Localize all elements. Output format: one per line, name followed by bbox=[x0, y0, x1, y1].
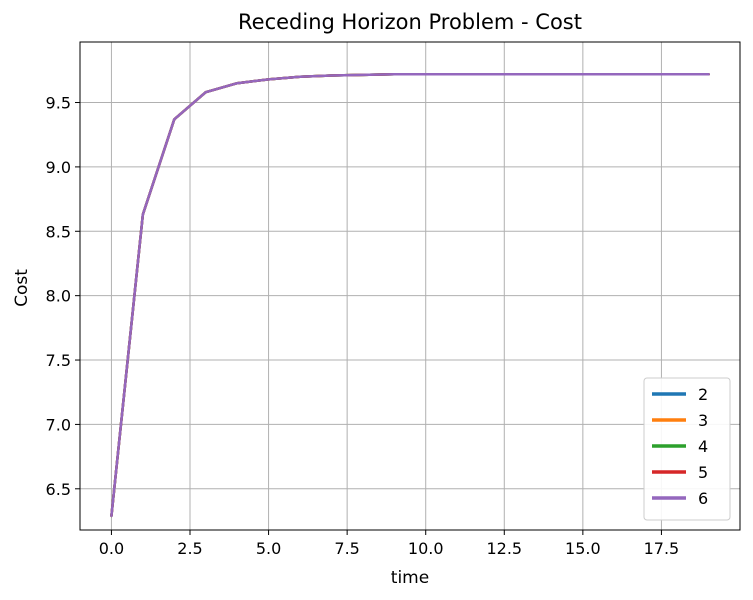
x-tick-label: 7.5 bbox=[334, 539, 359, 558]
y-axis-label: Cost bbox=[12, 269, 32, 307]
y-tick-label: 8.5 bbox=[46, 222, 71, 241]
x-tick-label: 10.0 bbox=[408, 539, 444, 558]
legend-label: 6 bbox=[698, 489, 708, 508]
legend-box bbox=[643, 377, 731, 521]
y-tick-label: 7.5 bbox=[46, 351, 71, 370]
legend-label: 2 bbox=[698, 385, 708, 404]
y-tick-label: 9.0 bbox=[46, 158, 71, 177]
y-tick-label: 9.5 bbox=[46, 94, 71, 113]
x-tick-label: 0.0 bbox=[99, 539, 124, 558]
series-line-6 bbox=[110, 72, 710, 518]
legend-label: 5 bbox=[698, 463, 708, 482]
chart-title: Receding Horizon Problem - Cost bbox=[238, 10, 582, 34]
legend: 2 3 4 5 6 bbox=[643, 377, 731, 521]
x-axis-label: time bbox=[391, 568, 429, 588]
y-tick-label: 8.0 bbox=[46, 287, 71, 306]
legend-label: 3 bbox=[698, 411, 708, 430]
x-tick-label: 15.0 bbox=[565, 539, 601, 558]
axis-ticks: 0.0 2.5 5.0 7.5 10.0 12.5 15.0 17.5 6.5 7.0 7.5 8.0… bbox=[46, 94, 680, 558]
y-tick-label: 7.0 bbox=[46, 415, 71, 434]
x-tick-label: 12.5 bbox=[486, 539, 522, 558]
plot-area-frame bbox=[79, 41, 741, 531]
x-tick-label: 17.5 bbox=[644, 539, 680, 558]
legend-label: 4 bbox=[698, 437, 708, 456]
y-tick-label: 6.5 bbox=[46, 480, 71, 499]
grid bbox=[80, 42, 740, 530]
series-lines bbox=[110, 72, 710, 518]
x-tick-label: 2.5 bbox=[177, 539, 202, 558]
x-tick-label: 5.0 bbox=[256, 539, 281, 558]
